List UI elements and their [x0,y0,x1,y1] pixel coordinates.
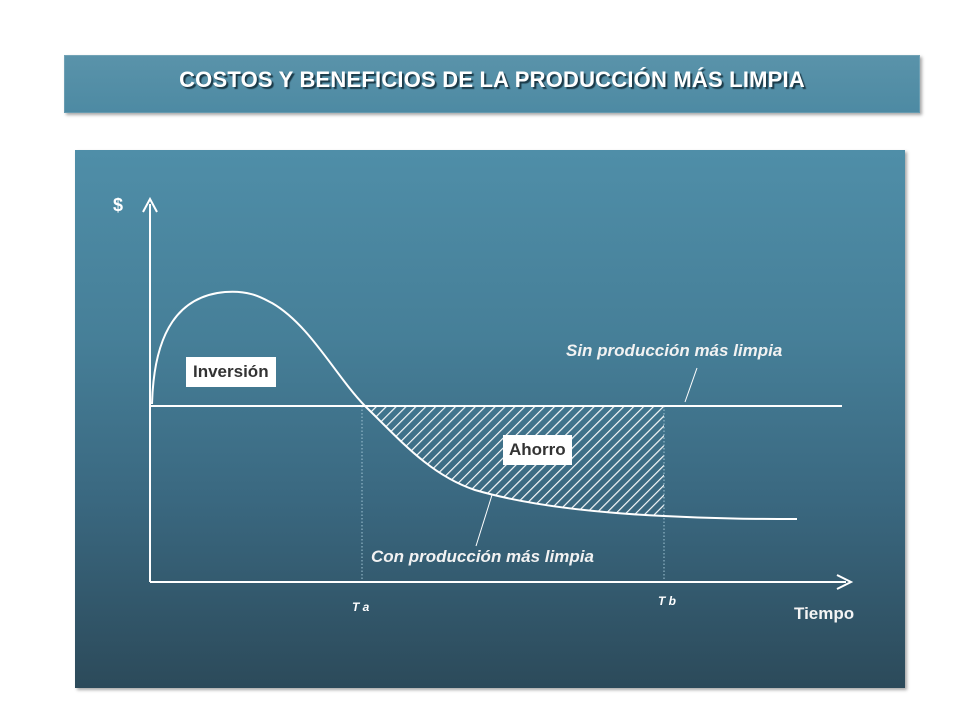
with-cleaner-production-label: Con producción más limpia [371,547,594,566]
without-cleaner-production-label: Sin producción más limpia [566,341,783,360]
sin-leader-line [684,367,698,403]
y-axis-label: $ [113,195,124,215]
investment-label-box: Inversión [186,357,276,387]
with-cleaner-production-curve [151,290,798,520]
page-title: COSTOS Y BENEFICIOS DE LA PRODUCCIÓN MÁS… [179,67,805,92]
y-axis-arrow-icon [142,196,158,213]
x-axis-label: Tiempo [794,604,855,623]
x-axis-arrow-icon [836,574,854,590]
title-bar: COSTOS Y BENEFICIOS DE LA PRODUCCIÓN MÁS… [64,55,920,113]
tick-tb-label: T b [658,594,676,608]
savings-label-box: Ahorro [503,435,572,465]
con-leader-line [475,494,493,547]
tick-ta-label: T a [352,600,370,614]
